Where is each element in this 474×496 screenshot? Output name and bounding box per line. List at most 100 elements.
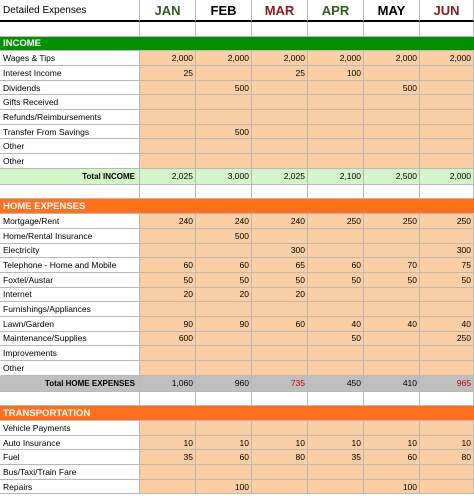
value-cell-feb[interactable] xyxy=(196,346,252,361)
value-cell-mar[interactable]: 10 xyxy=(252,435,308,451)
value-cell-may[interactable] xyxy=(364,95,420,111)
value-cell-may[interactable] xyxy=(364,228,420,244)
value-cell-may[interactable] xyxy=(364,243,420,259)
value-cell-jun[interactable] xyxy=(420,287,474,303)
empty-cell[interactable] xyxy=(364,184,420,200)
empty-cell[interactable] xyxy=(420,391,474,407)
empty-cell[interactable] xyxy=(420,184,474,200)
value-cell-feb[interactable] xyxy=(196,110,252,125)
value-cell-apr[interactable]: 50 xyxy=(308,331,364,347)
section-cell[interactable] xyxy=(420,199,474,215)
value-cell-apr[interactable] xyxy=(308,139,364,155)
row-label[interactable]: Wages & Tips xyxy=(0,51,140,67)
value-cell-jun[interactable]: 50 xyxy=(420,272,474,288)
value-cell-jun[interactable]: 80 xyxy=(420,450,474,466)
value-cell-feb[interactable] xyxy=(196,66,252,81)
row-label[interactable]: Lawn/Garden xyxy=(0,316,140,332)
value-cell-jan[interactable]: 50 xyxy=(140,272,196,288)
value-cell-feb[interactable] xyxy=(196,331,252,347)
value-cell-may[interactable]: 500 xyxy=(364,80,420,96)
value-cell-mar[interactable] xyxy=(252,139,308,155)
value-cell-jun[interactable]: 40 xyxy=(420,316,474,332)
section-cell[interactable] xyxy=(420,406,474,421)
row-label[interactable]: Repairs xyxy=(0,479,140,495)
value-cell-jan[interactable] xyxy=(140,243,196,259)
empty-cell[interactable] xyxy=(364,391,420,407)
value-cell-feb[interactable]: 500 xyxy=(196,228,252,244)
value-cell-jan[interactable]: 20 xyxy=(140,287,196,303)
value-cell-feb[interactable]: 50 xyxy=(196,272,252,288)
empty-cell[interactable] xyxy=(308,22,364,37)
value-cell-apr[interactable]: 40 xyxy=(308,316,364,332)
value-cell-mar[interactable] xyxy=(252,124,308,140)
month-header-jan[interactable]: JAN xyxy=(140,0,196,22)
value-cell-jan[interactable] xyxy=(140,360,196,376)
row-label[interactable]: Bus/Taxi/Train Fare xyxy=(0,465,140,480)
value-cell-jan[interactable]: 25 xyxy=(140,66,196,81)
value-cell-jun[interactable] xyxy=(420,228,474,244)
value-cell-mar[interactable]: 25 xyxy=(252,66,308,81)
value-cell-feb[interactable]: 60 xyxy=(196,258,252,273)
value-cell-jan[interactable] xyxy=(140,346,196,361)
value-cell-apr[interactable] xyxy=(308,110,364,125)
value-cell-apr[interactable] xyxy=(308,302,364,317)
value-cell-mar[interactable]: 60 xyxy=(252,316,308,332)
value-cell-jan[interactable] xyxy=(140,154,196,169)
section-cell[interactable] xyxy=(252,199,308,215)
value-cell-apr[interactable] xyxy=(308,421,364,436)
value-cell-jan[interactable] xyxy=(140,95,196,111)
value-cell-may[interactable]: 70 xyxy=(364,258,420,273)
value-cell-may[interactable]: 100 xyxy=(364,479,420,495)
value-cell-may[interactable]: 10 xyxy=(364,435,420,451)
value-cell-jan[interactable] xyxy=(140,124,196,140)
row-label[interactable]: Vehicle Payments xyxy=(0,421,140,436)
value-cell-mar[interactable] xyxy=(252,302,308,317)
month-header-feb[interactable]: FEB xyxy=(196,0,252,22)
section-cell[interactable] xyxy=(140,36,196,52)
value-cell-apr[interactable] xyxy=(308,243,364,259)
total-cell-jun[interactable]: 2,000 xyxy=(420,168,474,185)
value-cell-may[interactable]: 40 xyxy=(364,316,420,332)
value-cell-jan[interactable]: 90 xyxy=(140,316,196,332)
section-title[interactable]: INCOME xyxy=(0,36,140,52)
total-cell-jan[interactable]: 2,025 xyxy=(140,168,196,185)
row-label[interactable]: Foxtel/Austar xyxy=(0,272,140,288)
value-cell-mar[interactable]: 300 xyxy=(252,243,308,259)
value-cell-jun[interactable]: 75 xyxy=(420,258,474,273)
value-cell-may[interactable] xyxy=(364,287,420,303)
value-cell-jan[interactable]: 2,000 xyxy=(140,51,196,67)
empty-cell[interactable] xyxy=(252,391,308,407)
value-cell-jun[interactable] xyxy=(420,479,474,495)
value-cell-jan[interactable] xyxy=(140,302,196,317)
section-cell[interactable] xyxy=(252,406,308,421)
value-cell-jan[interactable] xyxy=(140,110,196,125)
value-cell-jun[interactable] xyxy=(420,139,474,155)
section-title[interactable]: TRANSPORTATION xyxy=(0,406,140,421)
value-cell-jan[interactable] xyxy=(140,139,196,155)
value-cell-apr[interactable] xyxy=(308,154,364,169)
value-cell-apr[interactable]: 100 xyxy=(308,66,364,81)
row-label[interactable]: Mortgage/Rent xyxy=(0,214,140,229)
value-cell-jun[interactable] xyxy=(420,80,474,96)
section-cell[interactable] xyxy=(140,199,196,215)
value-cell-may[interactable] xyxy=(364,66,420,81)
value-cell-jun[interactable]: 250 xyxy=(420,214,474,229)
value-cell-mar[interactable] xyxy=(252,228,308,244)
value-cell-apr[interactable] xyxy=(308,479,364,495)
value-cell-feb[interactable] xyxy=(196,302,252,317)
empty-cell[interactable] xyxy=(364,22,420,37)
section-title[interactable]: HOME EXPENSES xyxy=(0,199,140,215)
value-cell-jan[interactable]: 240 xyxy=(140,214,196,229)
month-header-may[interactable]: MAY xyxy=(364,0,420,22)
value-cell-apr[interactable] xyxy=(308,465,364,480)
empty-cell[interactable] xyxy=(0,391,140,407)
total-cell-mar[interactable]: 735 xyxy=(252,375,308,392)
value-cell-jun[interactable]: 2,000 xyxy=(420,51,474,67)
value-cell-apr[interactable]: 2,000 xyxy=(308,51,364,67)
empty-cell[interactable] xyxy=(420,22,474,37)
row-label[interactable]: Transfer From Savings xyxy=(0,124,140,140)
row-label[interactable]: Fuel xyxy=(0,450,140,466)
row-label[interactable]: Auto Insurance xyxy=(0,435,140,451)
empty-cell[interactable] xyxy=(308,184,364,200)
value-cell-mar[interactable] xyxy=(252,154,308,169)
